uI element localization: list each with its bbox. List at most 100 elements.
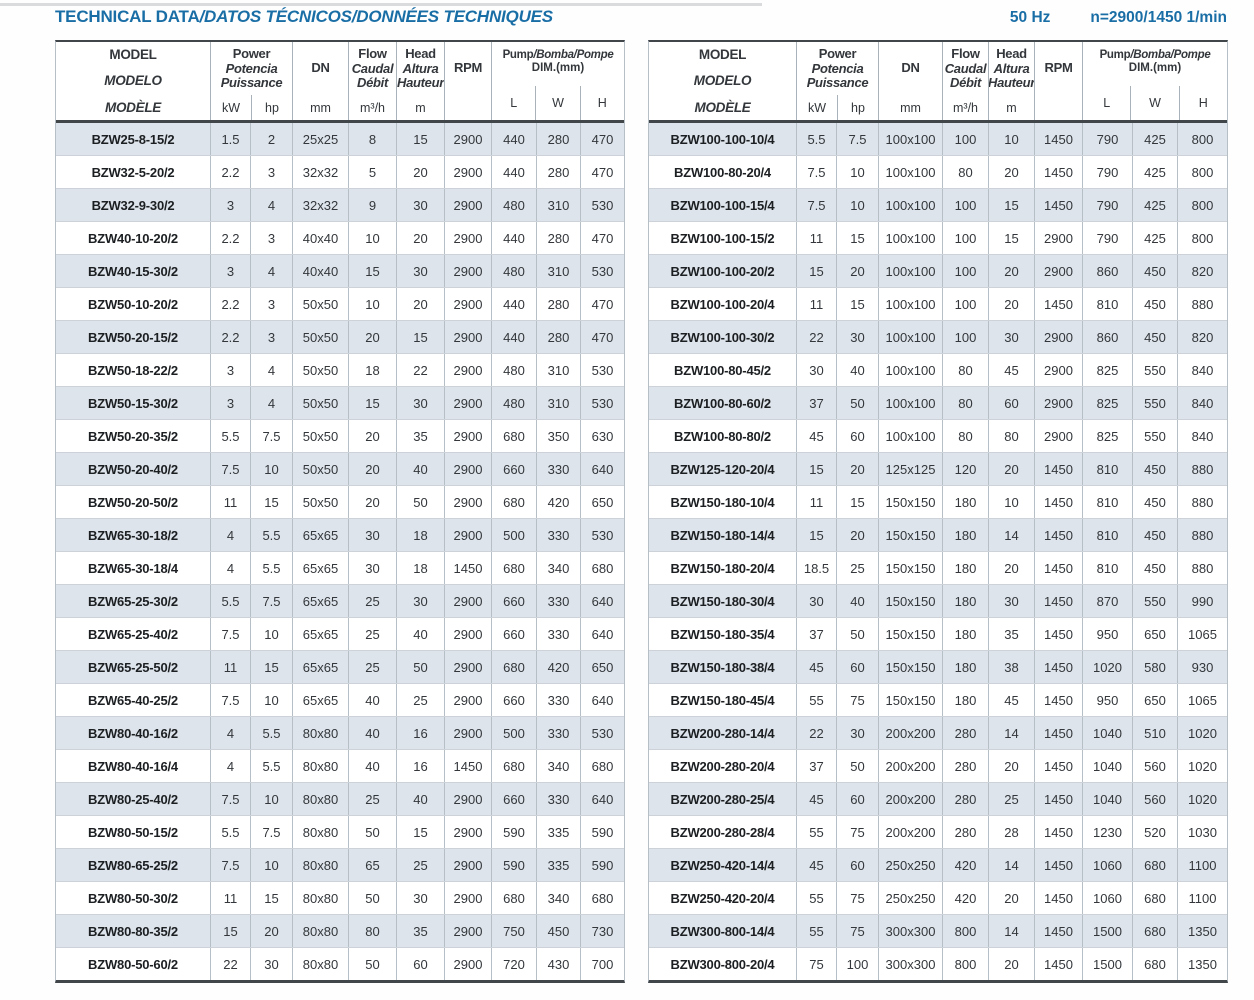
value-cell: 480 bbox=[492, 387, 537, 419]
value-cell: 65x65 bbox=[293, 618, 349, 650]
value-cell: 680 bbox=[492, 750, 537, 782]
model-cell: BZW80-80-35/2 bbox=[56, 915, 211, 947]
value-cell: 40x40 bbox=[293, 255, 349, 287]
tables-container: MODEL MODELO MODÈLE Power Potencia Puiss… bbox=[55, 40, 1228, 983]
value-cell: 20 bbox=[837, 255, 879, 287]
value-cell: 2900 bbox=[445, 717, 492, 749]
value-cell: 15 bbox=[251, 651, 293, 683]
value-cell: 30 bbox=[837, 717, 879, 749]
value-cell: 80 bbox=[943, 354, 989, 386]
value-cell: 1020 bbox=[1188, 725, 1217, 741]
value-cell: 7.5 bbox=[251, 816, 293, 848]
value-cell: 80x80 bbox=[293, 816, 349, 848]
head-label-es: Altura bbox=[402, 60, 439, 76]
table-row: BZW100-100-15/4 7.5 10 100x100 100 15 1450 790 4… bbox=[649, 189, 1227, 222]
model-cell: BZW50-20-40/2 bbox=[56, 453, 211, 485]
value-cell: 680 bbox=[591, 890, 614, 906]
value-cell: 1450 bbox=[1035, 882, 1083, 914]
value-cell: 40 bbox=[397, 783, 445, 815]
value-cell: 1450 bbox=[1035, 189, 1083, 221]
value-cell: 30 bbox=[837, 321, 879, 353]
head-label-en: Head bbox=[996, 46, 1027, 61]
value-cell: 280 bbox=[537, 156, 581, 188]
model-cell: BZW25-8-15/2 bbox=[56, 123, 211, 155]
value-cell: 50x50 bbox=[293, 387, 349, 419]
table-row: BZW50-20-40/2 7.5 10 50x50 20 40 2900 660 330 640 bbox=[56, 453, 624, 486]
value-cell: 200x200 bbox=[879, 783, 943, 815]
value-cell: 1500 bbox=[1083, 948, 1133, 980]
value-cell: 80 bbox=[943, 387, 989, 419]
model-cell: BZW100-100-20/4 bbox=[649, 288, 797, 320]
value-cell: 3 bbox=[251, 222, 293, 254]
value-cell: 330 bbox=[537, 783, 581, 815]
value-cell: 50 bbox=[837, 750, 879, 782]
value-cell: 790 bbox=[1083, 222, 1133, 254]
table-row: BZW50-20-35/2 5.5 7.5 50x50 20 35 2900 680 350 63… bbox=[56, 420, 624, 453]
value-cell: 32x32 bbox=[293, 156, 349, 188]
model-cell: BZW50-10-20/2 bbox=[56, 288, 211, 320]
model-cell: BZW32-9-30/2 bbox=[56, 189, 211, 221]
value-cell: 180 bbox=[943, 651, 989, 683]
value-cell: 75 bbox=[797, 948, 837, 980]
value-cell: 20 bbox=[989, 882, 1035, 914]
value-cell: 1100 bbox=[1188, 857, 1217, 873]
value-cell: 200x200 bbox=[879, 717, 943, 749]
value-cell: 1230 bbox=[1083, 816, 1133, 848]
model-cell: BZW300-800-14/4 bbox=[649, 915, 797, 947]
value-cell: 680 bbox=[1133, 849, 1178, 881]
value-cell: 25 bbox=[837, 552, 879, 584]
value-cell: 14 bbox=[989, 717, 1035, 749]
value-cell: 30 bbox=[989, 585, 1035, 617]
value-cell: 650 bbox=[591, 659, 614, 675]
rpm-label: RPM bbox=[1044, 60, 1073, 76]
value-cell: 825 bbox=[1083, 420, 1133, 452]
value-cell: 1450 bbox=[1035, 915, 1083, 947]
value-cell: 15 bbox=[837, 486, 879, 518]
value-cell: 660 bbox=[492, 585, 537, 617]
value-cell: 550 bbox=[1133, 354, 1178, 386]
model-cell: BZW65-30-18/2 bbox=[56, 519, 211, 551]
model-cell: BZW150-180-45/4 bbox=[649, 684, 797, 716]
power-label-en: Power bbox=[818, 46, 857, 61]
frequency-block: 50 Hz n=2900/1450 1/min bbox=[1010, 9, 1227, 27]
value-cell: 11 bbox=[211, 651, 251, 683]
value-cell: 310 bbox=[537, 255, 581, 287]
table-row: BZW100-80-60/2 37 50 100x100 80 60 2900 825 550 8… bbox=[649, 387, 1227, 420]
table-row: BZW80-40-16/4 4 5.5 80x80 40 16 1450 680 340 680 bbox=[56, 750, 624, 783]
table-row: BZW25-8-15/2 1.5 2 25x25 8 15 2900 440 280 470 bbox=[56, 123, 624, 156]
value-cell: 180 bbox=[943, 618, 989, 650]
value-cell: 18.5 bbox=[797, 552, 837, 584]
value-cell: 16 bbox=[397, 717, 445, 749]
model-cell: BZW50-15-30/2 bbox=[56, 387, 211, 419]
model-cell: BZW250-420-14/4 bbox=[649, 849, 797, 881]
model-cell: BZW200-280-20/4 bbox=[649, 750, 797, 782]
table-row: BZW150-180-38/4 45 60 150x150 180 38 1450 1020 5… bbox=[649, 651, 1227, 684]
table-row: BZW50-15-30/2 3 4 50x50 15 30 2900 480 310 530 bbox=[56, 387, 624, 420]
value-cell: 440 bbox=[492, 321, 537, 353]
value-cell: 280 bbox=[943, 717, 989, 749]
column-header-dimensions: Pump/Bomba/Pompe DIM.(mm) L W H bbox=[492, 42, 624, 120]
value-cell: 2900 bbox=[445, 618, 492, 650]
value-cell: 15 bbox=[397, 321, 445, 353]
model-cell: BZW50-20-50/2 bbox=[56, 486, 211, 518]
value-cell: 4 bbox=[251, 189, 293, 221]
value-cell: 860 bbox=[1083, 255, 1133, 287]
model-label-en: MODEL bbox=[698, 47, 747, 62]
value-cell: 15 bbox=[989, 222, 1035, 254]
value-cell: 10 bbox=[251, 849, 293, 881]
value-cell: 65x65 bbox=[293, 684, 349, 716]
table-row: BZW65-25-30/2 5.5 7.5 65x65 25 30 2900 660 330 64… bbox=[56, 585, 624, 618]
value-cell: 2900 bbox=[1035, 222, 1083, 254]
table-row: BZW100-100-10/4 5.5 7.5 100x100 100 10 1450 790… bbox=[649, 123, 1227, 156]
value-cell: 425 bbox=[1133, 222, 1178, 254]
value-cell: 860 bbox=[1083, 321, 1133, 353]
table-row: BZW200-280-25/4 45 60 200x200 280 25 1450 1040 5… bbox=[649, 783, 1227, 816]
value-cell: 100x100 bbox=[879, 222, 943, 254]
table-row: BZW100-100-30/2 22 30 100x100 100 30 2900 860 45… bbox=[649, 321, 1227, 354]
value-cell: 4 bbox=[251, 354, 293, 386]
value-cell: 4 bbox=[251, 387, 293, 419]
flow-label-en: Flow bbox=[358, 46, 387, 61]
value-cell: 450 bbox=[1133, 255, 1178, 287]
value-cell: 790 bbox=[1083, 123, 1133, 155]
model-cell: BZW40-10-20/2 bbox=[56, 222, 211, 254]
